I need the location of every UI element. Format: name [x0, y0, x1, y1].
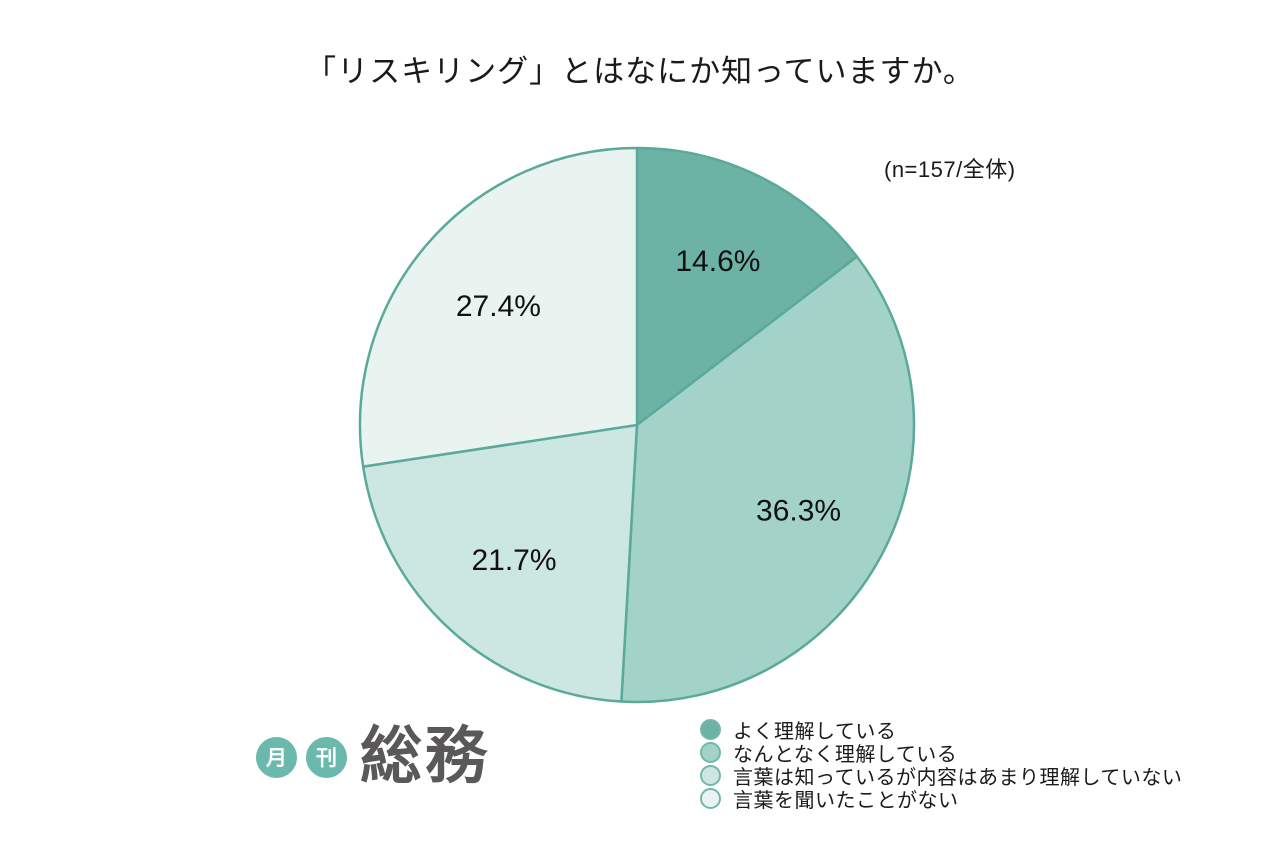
legend-label: 言葉を聞いたことがない: [733, 790, 959, 812]
pie-slice: [635, 146, 859, 427]
legend-swatch: [700, 719, 721, 740]
legend-swatch: [700, 765, 721, 786]
sample-size-note: (n=157/全体): [884, 157, 1016, 182]
legend-swatch: [700, 788, 721, 809]
legend-label: よく理解している: [733, 721, 897, 743]
legend-label: 言葉は知っているが内容はあまり理解していない: [733, 767, 1183, 789]
pie-slice-label: 27.4%: [456, 290, 541, 323]
legend-item: 言葉は知っているが内容はあまり理解していない: [700, 764, 1183, 789]
pie-slice-label: 21.7%: [471, 544, 556, 577]
logo-badge-circle: 月: [256, 736, 297, 778]
legend-swatch: [700, 742, 721, 763]
pie-slice-label: 14.6%: [675, 245, 760, 278]
pie-slice-label: 36.3%: [756, 495, 841, 528]
chart-title: 「リスキリング」とはなにか知っていますか。: [305, 54, 975, 89]
legend-item: よく理解している: [700, 718, 1182, 743]
legend-item: 言葉を聞いたことがない: [700, 787, 1182, 812]
legend: よく理解している なんとなく理解している 言葉は知っているが内容はあまり理解して…: [700, 718, 1183, 812]
legend-label: なんとなく理解している: [733, 744, 958, 766]
legend-item: なんとなく理解している: [700, 741, 1182, 766]
pie-slice: [620, 255, 916, 704]
logo-badge-circle: 刊: [306, 736, 347, 778]
logo-name: 総務: [360, 722, 491, 791]
pie-slice: [361, 423, 639, 703]
publisher-logo: 月 刊 総務: [256, 726, 490, 788]
pie-slice: [358, 146, 639, 468]
